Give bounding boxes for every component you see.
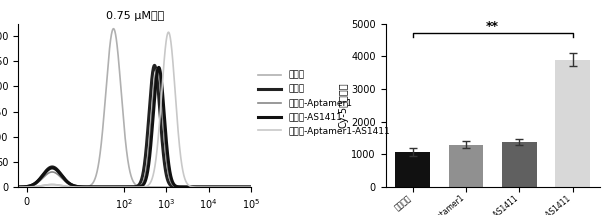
Title: 0.75 μM浓度: 0.75 μM浓度 [105,11,164,22]
Bar [395,152,430,187]
Bar [449,144,483,187]
Y-axis label: Cy-5荆光强度: Cy-5荆光强度 [338,83,348,128]
Bar [502,142,537,187]
Legend: 空白组, 四面体, 四面体-Aptamer1, 四面体-AS1411, 四面体-Aptamer1-AS1411: 空白组, 四面体, 四面体-Aptamer1, 四面体-AS1411, 四面体-… [258,71,390,136]
Bar [555,60,590,187]
Text: **: ** [486,20,499,33]
